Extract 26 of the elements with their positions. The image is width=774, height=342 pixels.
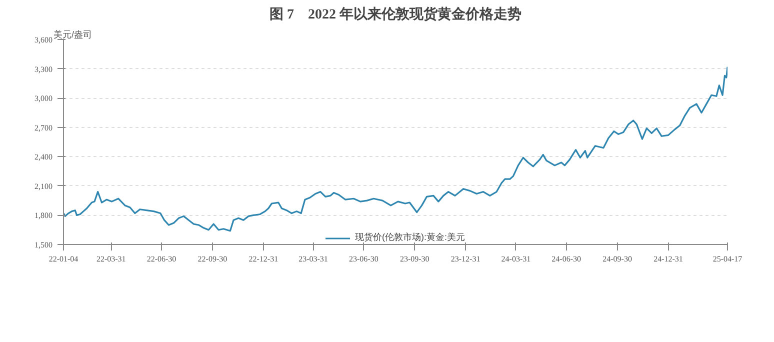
x-tick-label: 23-12-31 — [450, 254, 480, 264]
x-tick-label: 22-06-30 — [146, 254, 176, 264]
x-tick-label: 22-03-31 — [96, 254, 126, 264]
x-tick-label: 23-06-30 — [348, 254, 378, 264]
y-tick-label: 1,800 — [34, 211, 52, 220]
y-tick-label: 3,000 — [34, 94, 52, 104]
x-tick-label: 25-04-17 — [712, 254, 742, 264]
y-tick-label: 2,100 — [34, 182, 52, 191]
x-tick-label: 22-01-04 — [48, 254, 78, 264]
legend-label: 现货价(伦敦市场):黄金:美元 — [355, 231, 465, 244]
y-tick-label: 1,500 — [34, 240, 52, 250]
line-series — [64, 66, 728, 232]
y-tick-label: 3,600 — [34, 36, 52, 44]
y-axis-title: 美元/盎司 — [54, 30, 92, 40]
x-tick-label: 22-09-30 — [198, 254, 228, 264]
x-tick-label: 23-03-31 — [298, 254, 328, 264]
y-tick-label: 2,400 — [34, 152, 52, 162]
x-tick-label: 22-12-31 — [248, 254, 278, 264]
y-tick-label: 2,700 — [34, 123, 52, 132]
x-tick-label: 24-06-30 — [552, 254, 582, 264]
y-tick-label: 3,300 — [34, 64, 52, 74]
x-tick-label: 23-09-30 — [400, 254, 430, 264]
x-tick-label: 24-12-31 — [654, 254, 683, 264]
chart-title: 图 7 2022 年以来伦敦现货黄金价格走势 — [270, 6, 522, 22]
x-tick-label: 24-09-30 — [602, 254, 632, 264]
x-tick-label: 24-03-31 — [501, 254, 531, 264]
